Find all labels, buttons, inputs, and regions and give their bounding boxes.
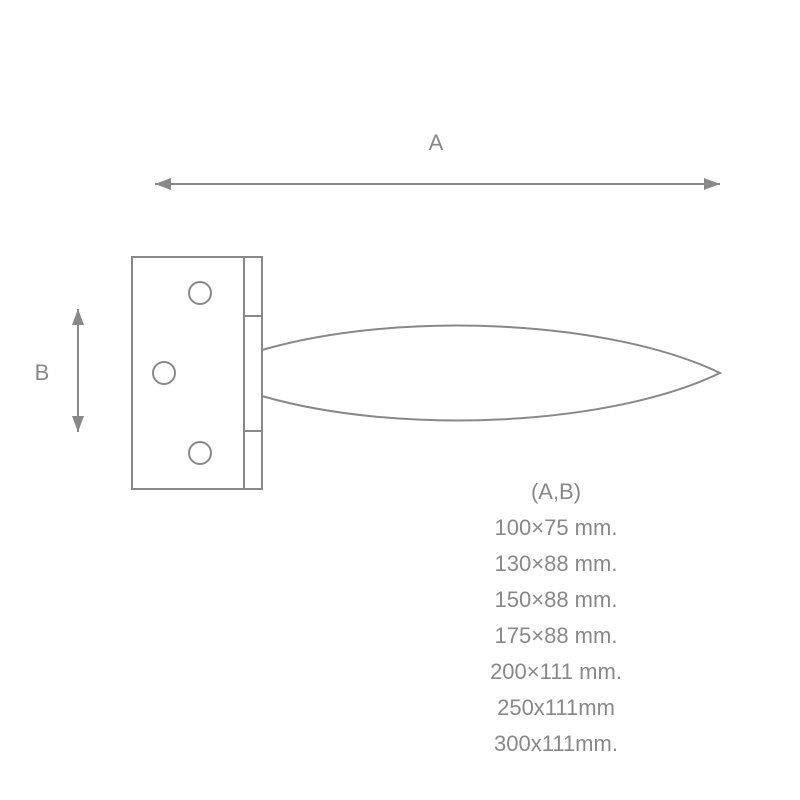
sizes-header: (A,B) bbox=[531, 479, 581, 504]
hinge-strap bbox=[262, 326, 720, 421]
width-label: A bbox=[429, 130, 444, 155]
size-row: 175×88 mm. bbox=[495, 623, 618, 648]
hinge-diagram: A B (A,B) 100×75 mm. 130×88 mm. 150×88 m… bbox=[0, 0, 800, 800]
hinge-plate bbox=[132, 257, 262, 489]
size-row: 130×88 mm. bbox=[495, 551, 618, 576]
screw-hole bbox=[153, 362, 175, 384]
size-row: 300x111mm. bbox=[494, 731, 618, 756]
dimension-b: B bbox=[35, 309, 84, 432]
size-row: 100×75 mm. bbox=[495, 515, 618, 540]
dimension-a: A bbox=[155, 130, 720, 190]
size-row: 150×88 mm. bbox=[495, 587, 618, 612]
size-list: (A,B) 100×75 mm. 130×88 mm. 150×88 mm. 1… bbox=[490, 479, 622, 756]
size-row: 200×111 mm. bbox=[490, 659, 622, 684]
height-label: B bbox=[35, 360, 50, 385]
screw-hole bbox=[189, 442, 211, 464]
screw-hole bbox=[189, 282, 211, 304]
size-row: 250x111mm bbox=[497, 695, 615, 720]
